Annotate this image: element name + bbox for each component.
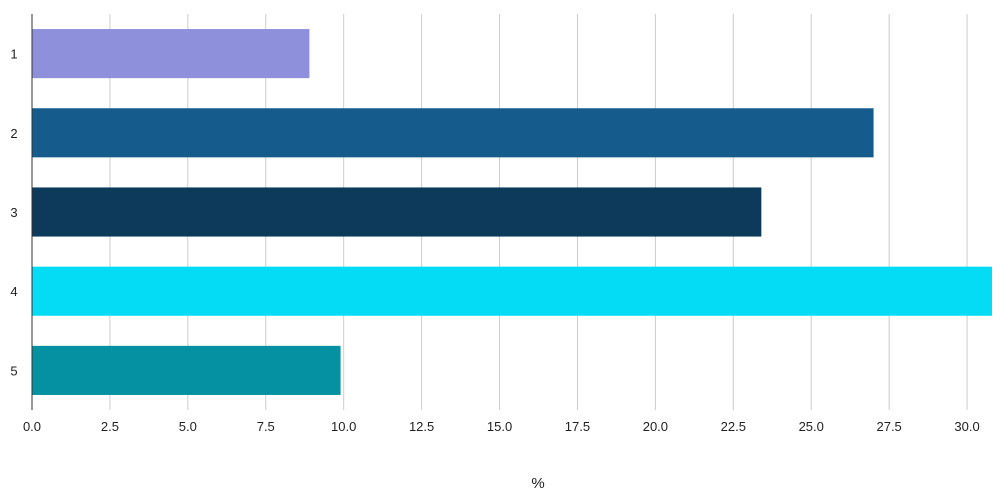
x-tick-label: 7.5	[257, 419, 275, 434]
bar-2	[32, 108, 874, 158]
x-tick-label: 20.0	[643, 419, 668, 434]
x-tick-label: 5.0	[179, 419, 197, 434]
y-tick-label: 4	[10, 284, 17, 299]
y-tick-label: 3	[10, 205, 17, 220]
y-tick-label: 5	[10, 363, 17, 378]
x-axis-title: %	[531, 475, 544, 492]
x-tick-label: 27.5	[876, 419, 901, 434]
x-tick-label: 22.5	[721, 419, 746, 434]
y-tick-label: 2	[10, 126, 17, 141]
y-tick-labels: 1 2 3 4 5	[10, 47, 17, 379]
x-tick-label: 2.5	[101, 419, 119, 434]
x-tick-label: 17.5	[565, 419, 590, 434]
bar-1	[32, 29, 310, 79]
x-tick-label: 30.0	[954, 419, 979, 434]
x-tick-label: 12.5	[409, 419, 434, 434]
x-tick-label: 25.0	[799, 419, 824, 434]
bar-4	[32, 266, 992, 316]
bar-5	[32, 345, 341, 395]
x-tick-label: 10.0	[331, 419, 356, 434]
x-tick-label: 0.0	[23, 419, 41, 434]
x-tick-label: 15.0	[487, 419, 512, 434]
bar-3	[32, 187, 762, 237]
y-tick-label: 1	[10, 47, 17, 62]
x-tick-labels: 0.0 2.5 5.0 7.5 10.0 12.5 15.0 17.5 20.0 22.5 25.0…	[23, 419, 980, 434]
bars	[32, 29, 992, 395]
